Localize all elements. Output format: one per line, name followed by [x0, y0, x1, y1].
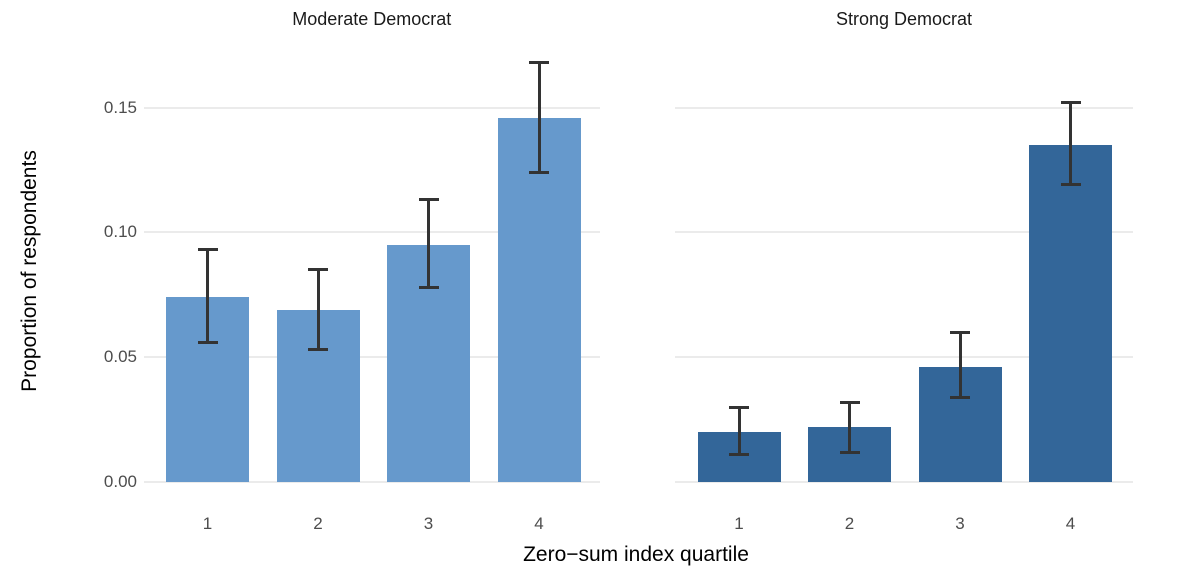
error-bar-quartile-1 [737, 407, 741, 455]
y-tick-label-0.10: 0.10 [103, 222, 137, 242]
error-bar-quartile-4 [537, 62, 541, 173]
x-tick-label-q3: 3 [955, 514, 965, 533]
x-tick-label-q4: 4 [534, 514, 544, 533]
error-bar-cap-lower-q2 [839, 450, 860, 454]
facet-title-moderate-democrat: Moderate Democrat [292, 9, 452, 29]
error-bar-quartile-2 [848, 402, 851, 453]
gridline-0.05 [675, 356, 1133, 359]
error-bar-quartile-3 [427, 199, 430, 288]
gridline-0.15 [143, 106, 600, 109]
error-bar-cap-upper-q2 [308, 268, 328, 272]
error-bar-cap-lower-q2 [308, 348, 328, 352]
error-bar-quartile-3 [958, 332, 962, 398]
error-bar-cap-upper-q1 [729, 405, 749, 409]
y-axis-title: Proportion of respondents [18, 150, 41, 392]
x-tick-label-q4: 4 [1065, 514, 1076, 533]
error-bar-cap-lower-q3 [950, 395, 970, 399]
bar-quartile-4 [497, 117, 581, 482]
error-bar-cap-upper-q2 [839, 400, 860, 404]
error-bar-cap-upper-q4 [1060, 101, 1081, 105]
x-tick-label-q2: 2 [844, 514, 855, 533]
gridline-0.10 [675, 231, 1133, 234]
error-bar-cap-upper-q1 [197, 248, 218, 252]
error-bar-cap-upper-q4 [529, 61, 549, 65]
y-tick-label-0.15: 0.15 [103, 97, 137, 117]
x-tick-label-q2: 2 [313, 514, 323, 533]
error-bar-cap-lower-q4 [1060, 183, 1081, 187]
error-bar-cap-lower-q1 [729, 453, 749, 457]
error-bar-cap-lower-q4 [529, 170, 549, 174]
x-tick-label-q1: 1 [202, 514, 213, 533]
gridline-0.00 [143, 481, 600, 483]
gridline-0.15 [675, 106, 1133, 109]
error-bar-quartile-1 [206, 249, 209, 343]
bar-quartile-4 [1029, 145, 1112, 482]
facet-title-strong-democrat: Strong Democrat [835, 9, 973, 29]
x-axis-title: Zero−sum index quartile [523, 543, 749, 566]
x-tick-label-q1: 1 [734, 514, 744, 533]
y-tick-label-0.00: 0.00 [103, 472, 137, 491]
gridline-0.10 [143, 231, 600, 234]
error-bar-cap-lower-q1 [197, 340, 218, 344]
error-bar-cap-upper-q3 [950, 330, 970, 334]
error-bar-quartile-2 [316, 269, 320, 350]
error-bar-quartile-4 [1069, 102, 1072, 185]
x-tick-label-q3: 3 [423, 514, 434, 533]
gridline-0.00 [675, 481, 1133, 483]
error-bar-cap-upper-q3 [418, 198, 439, 202]
error-bar-cap-lower-q3 [418, 285, 439, 289]
y-tick-label-0.05: 0.05 [103, 347, 137, 367]
gridline-0.05 [143, 356, 600, 359]
